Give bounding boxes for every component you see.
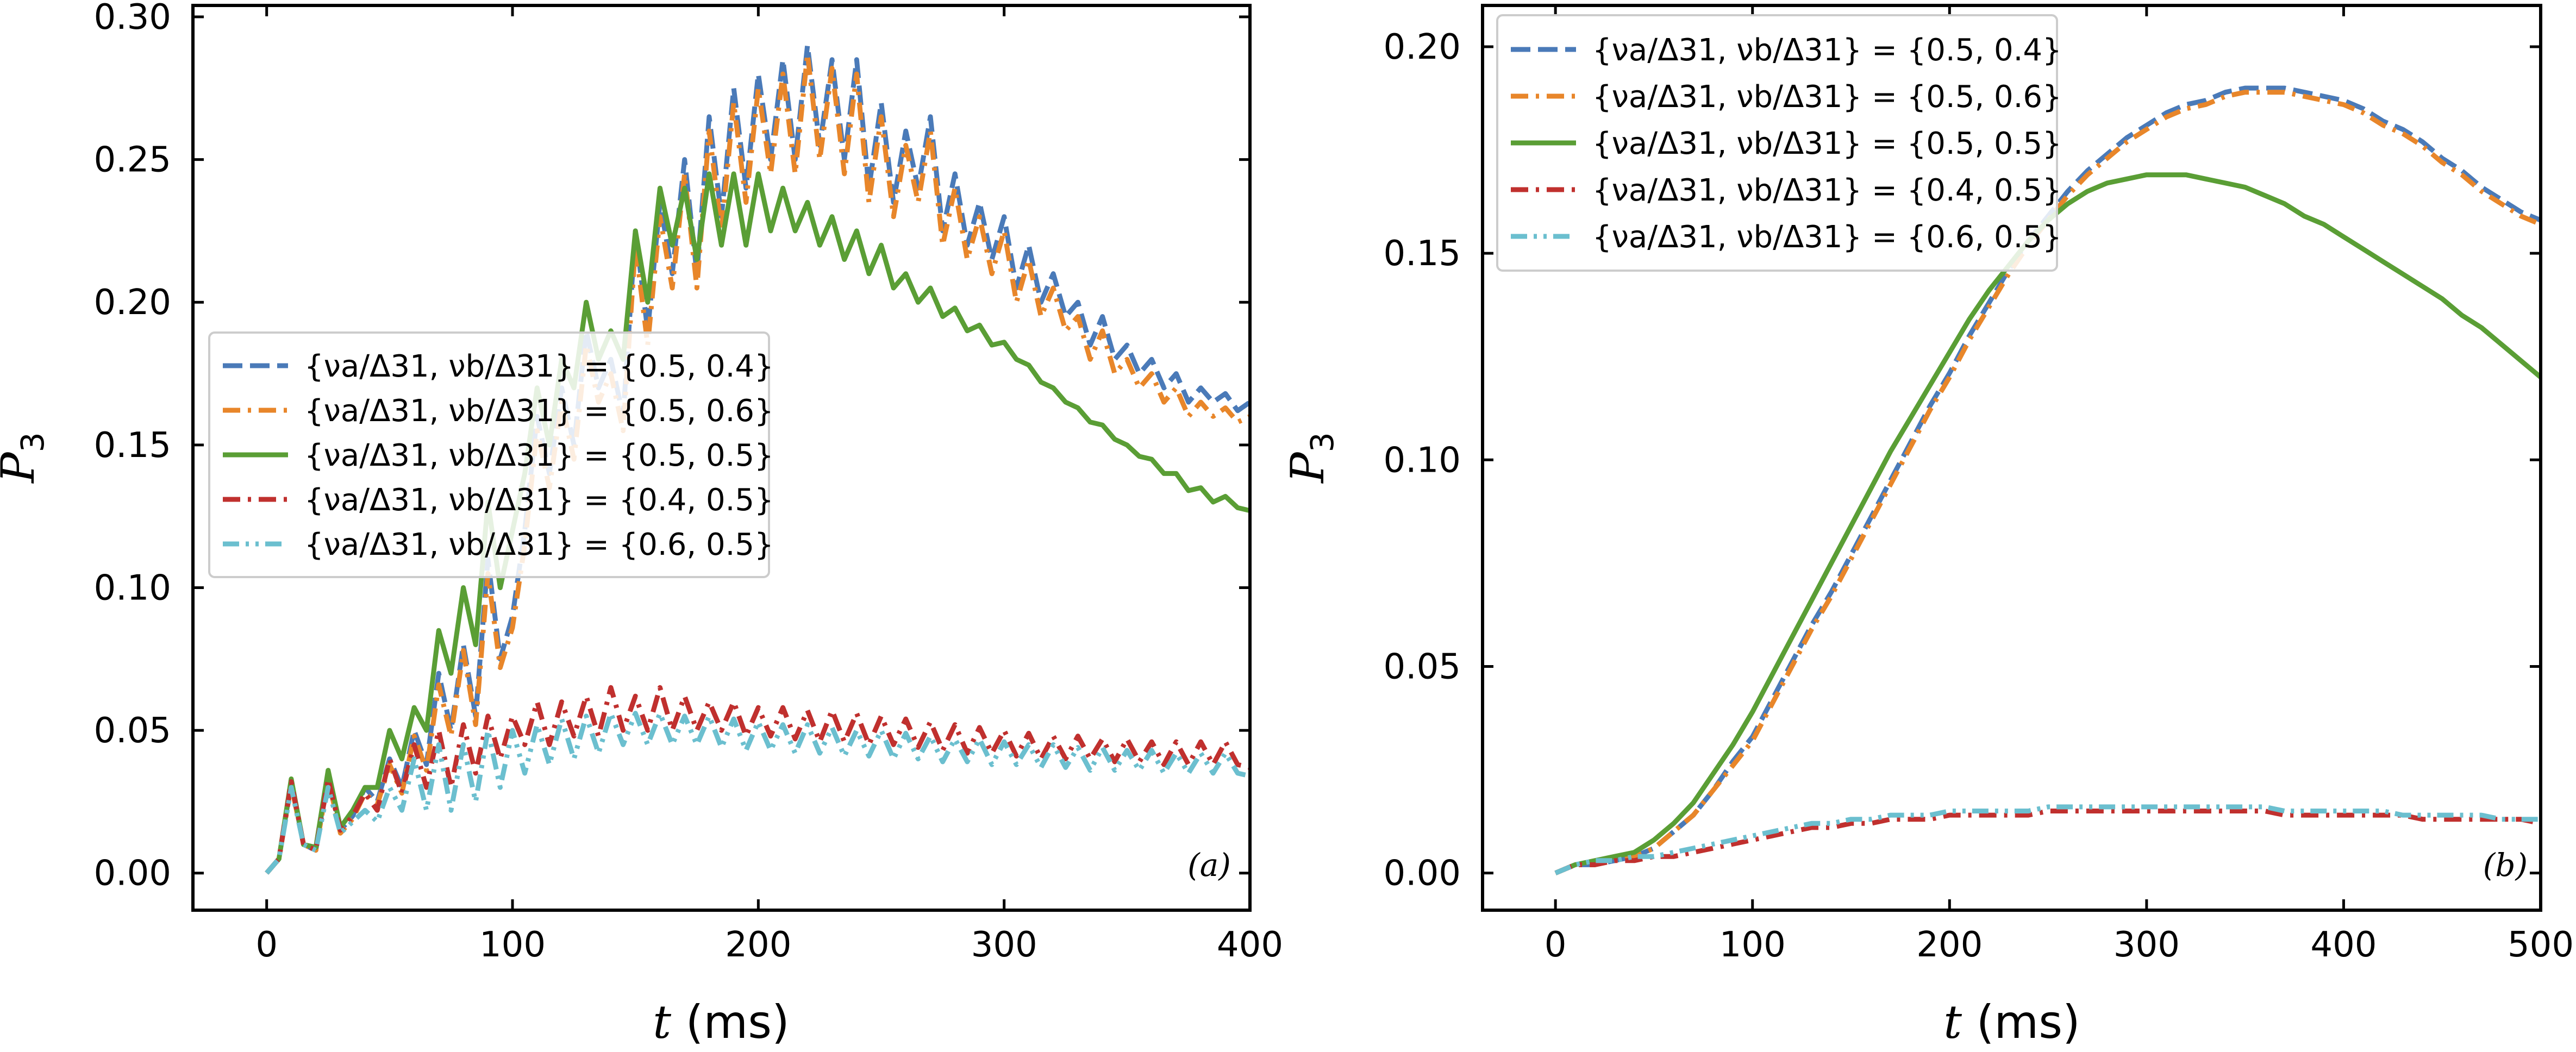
x-tick-label: 300 — [2114, 925, 2180, 965]
y-tick-label: 0.10 — [1384, 440, 1461, 480]
y-tick-label: 0.20 — [1384, 27, 1461, 67]
series-line-4 — [265, 685, 1250, 875]
legend-entry: {νa/Δ31, νb/Δ31} = {0.5, 0.4} — [1592, 33, 2062, 68]
x-tick-label: 0 — [255, 925, 278, 965]
y-tick-label: 0.30 — [94, 0, 172, 37]
x-tick-label: 500 — [2508, 925, 2574, 965]
x-tick-label: 200 — [725, 925, 791, 965]
x-tick-label: 400 — [1217, 925, 1283, 965]
legend-box — [208, 331, 770, 578]
axes-frame — [1481, 4, 2542, 912]
panel-b: 0 100 200 300 400 500 0.00 0.05 0.10 0.15 0.20 t (m… — [1281, 4, 2574, 1049]
axes-frame — [191, 4, 1252, 912]
legend-entry: {νa/Δ31, νb/Δ31} = {0.5, 0.4} — [304, 349, 774, 384]
panel-label: (a) — [1187, 847, 1231, 884]
series-line-2 — [1554, 90, 2541, 875]
series-line-3 — [1554, 172, 2541, 875]
legend-box — [1496, 14, 2058, 272]
legend-entry: {νa/Δ31, νb/Δ31} = {0.6, 0.5} — [1592, 220, 2062, 255]
legend-entry: {νa/Δ31, νb/Δ31} = {0.4, 0.5} — [1592, 173, 2062, 208]
panel-label: (b) — [2483, 847, 2528, 884]
series-line-3 — [265, 171, 1250, 875]
legend-entry: {νa/Δ31, νb/Δ31} = {0.5, 0.5} — [1592, 126, 2062, 161]
y-tick-label: 0.00 — [94, 854, 172, 894]
x-axis-label: t (ms) — [1943, 995, 2080, 1049]
series-line-5 — [265, 711, 1250, 875]
legend: {νa/Δ31, νb/Δ31} = {0.5, 0.4} {νa/Δ31, νb… — [1496, 14, 2062, 272]
series-line-4 — [1554, 809, 2541, 875]
x-tick-label: 400 — [2310, 925, 2377, 965]
x-tick-label: 100 — [1720, 925, 1786, 965]
y-tick-label: 0.00 — [1384, 854, 1461, 894]
y-tick-label: 0.15 — [1384, 234, 1461, 274]
y-tick-label: 0.15 — [94, 425, 172, 466]
series-group — [265, 43, 1250, 875]
y-tick-label: 0.20 — [94, 283, 172, 323]
y-tick-label: 0.10 — [94, 568, 172, 608]
x-tick-label: 200 — [1916, 925, 1983, 965]
y-tick-label: 0.25 — [94, 140, 172, 180]
legend-entry: {νa/Δ31, νb/Δ31} = {0.6, 0.5} — [304, 527, 774, 562]
series-line-5 — [1554, 804, 2541, 875]
x-tick-label: 0 — [1545, 925, 1567, 965]
x-tick-label: 100 — [479, 925, 546, 965]
y-tick-label: 0.05 — [1384, 647, 1461, 687]
legend-entry: {νa/Δ31, νb/Δ31} = {0.5, 0.6} — [304, 393, 774, 429]
y-axis-label: P3 — [1281, 432, 1341, 484]
y-tick-label: 0.05 — [94, 711, 172, 751]
legend-entry: {νa/Δ31, νb/Δ31} = {0.5, 0.6} — [1592, 79, 2062, 115]
x-axis-label: t (ms) — [653, 995, 790, 1049]
legend-entry: {νa/Δ31, νb/Δ31} = {0.4, 0.5} — [304, 483, 774, 518]
x-tick-label: 300 — [971, 925, 1037, 965]
y-axis-label: P3 — [0, 432, 51, 484]
legend-entry: {νa/Δ31, νb/Δ31} = {0.5, 0.5} — [304, 438, 774, 473]
legend: {νa/Δ31, νb/Δ31} = {0.5, 0.4} {νa/Δ31, νb… — [208, 331, 774, 578]
panel-a: 0 100 200 300 400 0.00 0.05 0.10 0.15 0.20 0.25 0.3… — [0, 0, 1283, 1049]
